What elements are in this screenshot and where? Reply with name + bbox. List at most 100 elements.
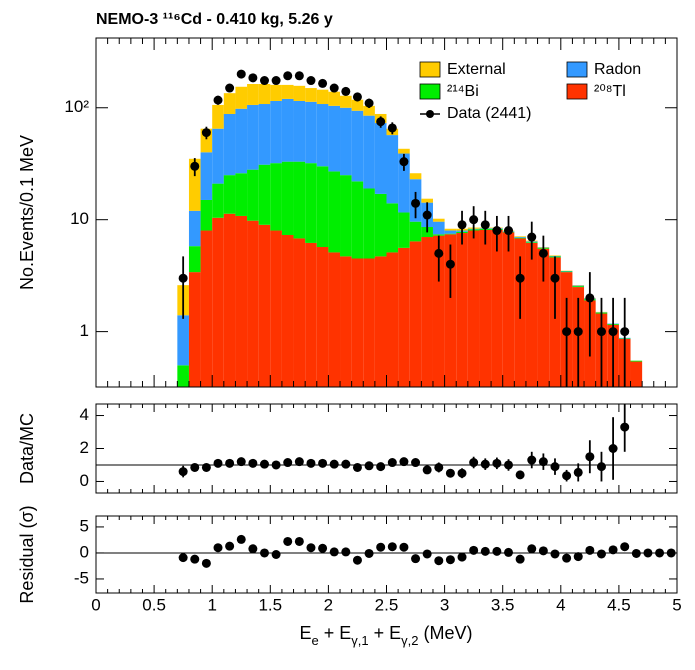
histogram-bar — [223, 175, 236, 214]
legend-label: ²¹⁴Bi — [447, 83, 479, 100]
x-label-part: γ,2 — [401, 633, 418, 648]
data-point — [480, 459, 490, 469]
data-point — [422, 549, 432, 559]
data-point — [178, 467, 188, 477]
data-point — [608, 327, 618, 337]
data-point — [538, 248, 548, 258]
x-axis-label: Ee + Eγ,1 + Eγ,2 (MeV) — [300, 623, 473, 648]
histogram-bar — [363, 258, 375, 387]
data-point — [213, 458, 223, 468]
data-point — [480, 220, 490, 230]
data-point — [387, 458, 397, 468]
data-point — [550, 273, 560, 283]
legend-swatch — [566, 61, 588, 78]
data-point — [352, 555, 362, 565]
y-tick-label: 10 — [70, 209, 89, 228]
histogram-bar — [444, 228, 457, 231]
legend-label: External — [447, 61, 506, 78]
histogram-bar — [432, 234, 445, 236]
data-point — [364, 461, 374, 471]
histogram-bar — [456, 233, 468, 387]
data-point — [585, 293, 595, 303]
data-point — [527, 232, 537, 242]
data-point — [480, 546, 490, 556]
histogram-bar — [316, 89, 329, 105]
x-tick-label: 3.5 — [491, 595, 515, 614]
histogram-bar — [363, 115, 375, 189]
data-point — [469, 458, 479, 468]
data-point — [236, 534, 246, 544]
x-tick-label: 0 — [91, 595, 100, 614]
histogram-bar — [200, 199, 213, 231]
histogram-bar — [491, 229, 503, 387]
data-point — [457, 552, 467, 562]
histogram-bar — [340, 256, 352, 387]
y-tick-label: -5 — [74, 568, 89, 587]
histogram-bar — [444, 234, 457, 387]
histogram-bar — [537, 248, 550, 387]
x-tick-label: 0.5 — [142, 595, 166, 614]
histogram-bar — [223, 213, 236, 387]
data-point — [631, 548, 641, 558]
data-point — [271, 460, 281, 470]
data-point — [248, 458, 258, 468]
histogram-bar — [200, 230, 213, 387]
y-tick-label: 4 — [80, 405, 89, 424]
data-point — [527, 544, 537, 554]
histogram-bar — [549, 255, 561, 257]
histogram-bar — [572, 285, 585, 287]
histogram-bar — [328, 252, 341, 387]
histogram-bar — [247, 104, 259, 170]
plot-area — [96, 404, 677, 482]
histogram-bar — [340, 95, 352, 108]
data-point — [225, 541, 235, 551]
x-tick-label: 3 — [440, 595, 449, 614]
histogram-bar — [398, 247, 410, 387]
histogram-bar — [351, 258, 364, 387]
data-point — [259, 459, 269, 469]
data-point — [318, 458, 328, 468]
x-tick-label: 1 — [207, 595, 216, 614]
data-point — [422, 210, 432, 220]
data-point — [387, 123, 397, 133]
data-point — [504, 547, 514, 557]
y-axis-label: Residual (σ) — [17, 505, 37, 603]
histogram-bar — [328, 171, 341, 253]
data-point — [562, 553, 572, 563]
histogram-bar — [188, 210, 201, 247]
histogram-bar — [374, 256, 387, 387]
data-point — [492, 546, 502, 556]
data-point — [306, 458, 316, 468]
histogram-bar — [258, 164, 271, 225]
data-point — [573, 552, 583, 562]
histogram-bar — [328, 91, 341, 106]
data-point — [411, 198, 421, 208]
histogram-bar — [502, 232, 515, 387]
data-point — [248, 73, 258, 83]
y-tick-label: 0 — [80, 471, 89, 490]
data-point — [596, 327, 606, 337]
histogram-bar — [549, 255, 561, 256]
histogram-bar — [235, 108, 248, 174]
legend-label: Radon — [594, 61, 641, 78]
data-point — [248, 544, 258, 554]
data-point — [399, 157, 409, 167]
x-tick-label: 1.5 — [258, 595, 282, 614]
data-point — [271, 76, 281, 86]
data-point — [225, 83, 235, 93]
chart-title: NEMO-3 ¹¹⁶Cd - 0.410 kg, 5.26 y — [96, 11, 333, 28]
histogram-bar — [235, 215, 248, 387]
data-point — [585, 545, 595, 555]
histogram-bar — [316, 166, 329, 248]
data-point — [178, 553, 188, 563]
histogram-bar — [421, 198, 433, 203]
data-point — [504, 226, 514, 236]
histogram-bar — [223, 113, 236, 176]
data-point — [213, 543, 223, 553]
histogram-bar — [374, 123, 387, 194]
data-point — [573, 467, 583, 477]
data-point — [550, 462, 560, 472]
histogram-bar — [305, 101, 317, 164]
data-point — [364, 548, 374, 558]
histogram-bar — [525, 242, 538, 387]
